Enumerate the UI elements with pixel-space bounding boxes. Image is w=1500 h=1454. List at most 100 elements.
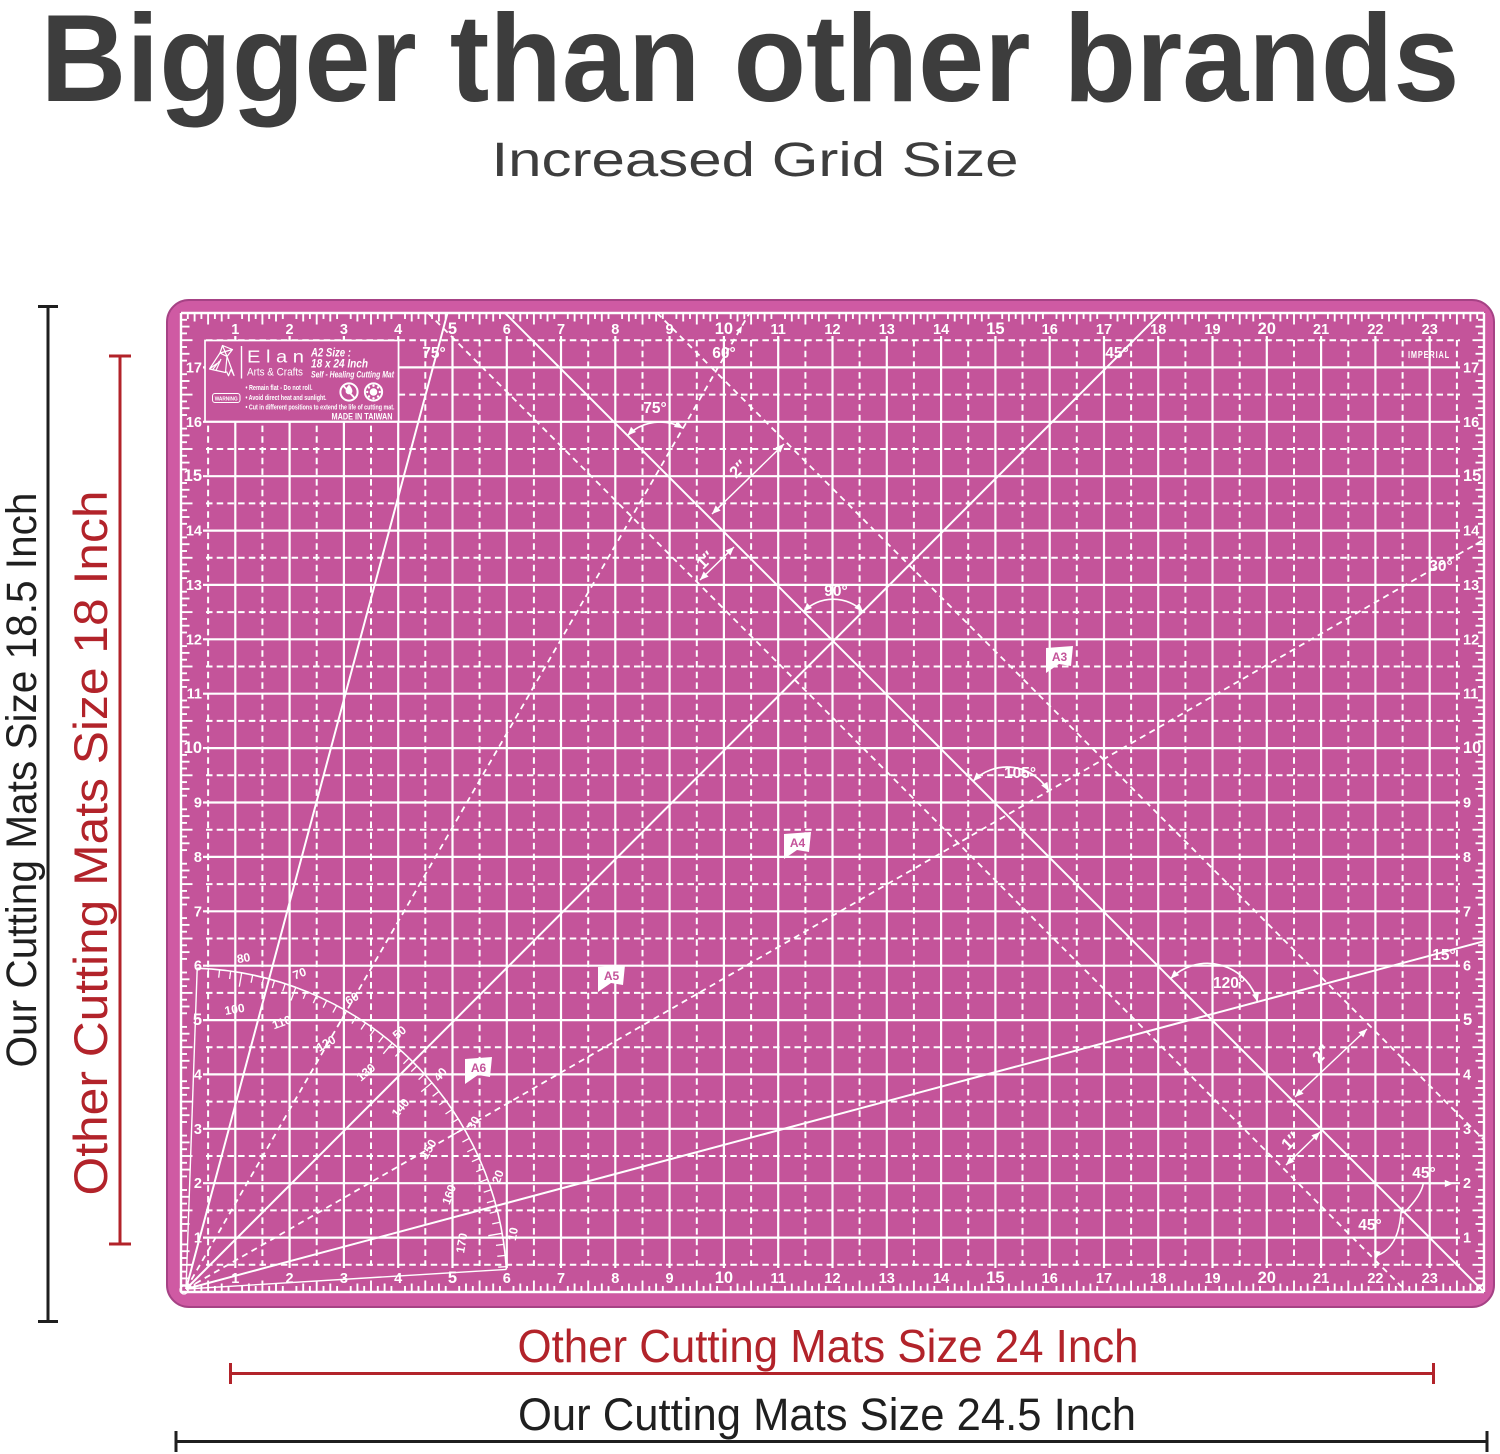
svg-text:A5: A5 xyxy=(604,969,620,983)
svg-text:9: 9 xyxy=(666,1271,674,1287)
svg-text:18 x 24 Inch: 18 x 24 Inch xyxy=(311,359,368,371)
svg-text:Self - Healing Cutting Mat: Self - Healing Cutting Mat xyxy=(311,370,395,381)
svg-text:4: 4 xyxy=(1463,1067,1471,1083)
svg-text:Arts & Crafts: Arts & Crafts xyxy=(247,367,303,379)
svg-text:7: 7 xyxy=(557,1271,565,1287)
svg-text:4: 4 xyxy=(394,1271,402,1287)
svg-text:11: 11 xyxy=(771,1271,786,1287)
svg-text:12: 12 xyxy=(824,322,840,338)
svg-text:2: 2 xyxy=(194,1176,202,1192)
svg-text:10: 10 xyxy=(184,739,202,757)
svg-text:3: 3 xyxy=(1463,1122,1471,1138)
svg-text:1: 1 xyxy=(231,322,239,338)
svg-text:30: 30 xyxy=(464,1113,483,1132)
svg-text:45°: 45° xyxy=(1358,1217,1381,1234)
svg-text:20: 20 xyxy=(1258,1269,1276,1287)
svg-text:17: 17 xyxy=(1096,1271,1112,1287)
svg-text:120°: 120° xyxy=(1213,975,1245,992)
svg-text:12: 12 xyxy=(186,632,202,648)
svg-text:16: 16 xyxy=(186,415,202,431)
svg-text:1: 1 xyxy=(1463,1231,1471,1247)
svg-text:15: 15 xyxy=(986,320,1004,338)
svg-text:A6: A6 xyxy=(471,1061,487,1075)
svg-text:3: 3 xyxy=(194,1122,202,1138)
svg-text:8: 8 xyxy=(611,322,619,338)
svg-text:2: 2 xyxy=(1463,1176,1471,1192)
svg-text:16: 16 xyxy=(1042,1271,1058,1287)
svg-text:60°: 60° xyxy=(712,345,735,362)
svg-text:75°: 75° xyxy=(643,400,666,417)
svg-text:6: 6 xyxy=(194,959,202,975)
svg-text:10: 10 xyxy=(715,1269,733,1287)
svg-text:5: 5 xyxy=(448,1269,457,1287)
svg-text:105°: 105° xyxy=(1004,765,1036,782)
svg-text:Increased Grid Size: Increased Grid Size xyxy=(492,134,1019,187)
svg-text:10: 10 xyxy=(505,1226,521,1242)
svg-text:21: 21 xyxy=(1313,1271,1329,1287)
svg-text:9: 9 xyxy=(666,322,674,338)
svg-text:6: 6 xyxy=(503,322,511,338)
svg-text:• Cut in different positions t: • Cut in different positions to extend t… xyxy=(246,402,395,411)
svg-text:A4: A4 xyxy=(790,836,806,850)
svg-text:• Remain flat - Do not roll.: • Remain flat - Do not roll. xyxy=(246,383,313,392)
svg-text:10: 10 xyxy=(1463,739,1481,757)
svg-text:E l a n: E l a n xyxy=(247,347,304,367)
svg-text:15: 15 xyxy=(986,1269,1004,1287)
svg-text:16: 16 xyxy=(1463,415,1479,431)
svg-text:70: 70 xyxy=(291,965,309,983)
svg-text:160: 160 xyxy=(439,1182,459,1206)
svg-text:17: 17 xyxy=(1096,322,1112,338)
svg-text:2: 2 xyxy=(286,1271,294,1287)
svg-text:Other Cutting Mats Size 18 Inc: Other Cutting Mats Size 18 Inch xyxy=(64,491,117,1196)
svg-text:IMPERIAL: IMPERIAL xyxy=(1408,349,1450,361)
svg-text:6: 6 xyxy=(1463,959,1471,975)
svg-text:11: 11 xyxy=(1463,687,1478,703)
svg-text:13: 13 xyxy=(1463,578,1479,594)
svg-text:13: 13 xyxy=(879,1271,895,1287)
svg-text:75°: 75° xyxy=(422,345,445,362)
svg-text:11: 11 xyxy=(187,687,202,703)
svg-text:170: 170 xyxy=(453,1232,470,1254)
svg-text:4: 4 xyxy=(194,1067,202,1083)
svg-text:Bigger than other brands: Bigger than other brands xyxy=(41,0,1460,128)
svg-text:100: 100 xyxy=(224,1001,246,1018)
svg-text:18: 18 xyxy=(1150,322,1166,338)
svg-text:6: 6 xyxy=(503,1271,511,1287)
svg-text:90°: 90° xyxy=(824,583,847,600)
svg-text:WARNING: WARNING xyxy=(215,396,238,402)
svg-text:21: 21 xyxy=(1313,322,1329,338)
svg-text:5: 5 xyxy=(193,1011,202,1029)
svg-text:7: 7 xyxy=(1463,904,1471,920)
svg-text:14: 14 xyxy=(933,1271,949,1287)
svg-text:3: 3 xyxy=(340,322,348,338)
svg-text:60: 60 xyxy=(343,989,362,1008)
svg-text:15: 15 xyxy=(184,467,202,485)
svg-text:4: 4 xyxy=(394,322,402,338)
svg-text:5: 5 xyxy=(1463,1011,1472,1029)
svg-text:23: 23 xyxy=(1422,322,1438,338)
svg-text:15: 15 xyxy=(1463,467,1481,485)
svg-text:12: 12 xyxy=(824,1271,840,1287)
svg-text:1: 1 xyxy=(194,1231,202,1247)
svg-text:Our Cutting Mats Size 24.5 Inc: Our Cutting Mats Size 24.5 Inch xyxy=(518,1389,1136,1440)
svg-text:A3: A3 xyxy=(1052,650,1068,664)
svg-text:14: 14 xyxy=(933,322,949,338)
svg-text:MADE IN TAIWAN: MADE IN TAIWAN xyxy=(332,412,393,422)
svg-text:30°: 30° xyxy=(1429,558,1452,575)
svg-text:18: 18 xyxy=(1150,1271,1166,1287)
svg-text:7: 7 xyxy=(194,904,202,920)
svg-text:22: 22 xyxy=(1367,322,1383,338)
svg-text:17: 17 xyxy=(1463,360,1479,376)
svg-text:16: 16 xyxy=(1042,322,1058,338)
svg-text:7: 7 xyxy=(557,322,565,338)
svg-text:14: 14 xyxy=(186,524,202,540)
svg-text:10: 10 xyxy=(715,320,733,338)
svg-text:20: 20 xyxy=(489,1168,507,1186)
svg-text:Other Cutting Mats Size 24 Inc: Other Cutting Mats Size 24 Inch xyxy=(518,1320,1139,1372)
svg-text:22: 22 xyxy=(1367,1271,1383,1287)
svg-text:8: 8 xyxy=(1463,850,1471,866)
svg-text:11: 11 xyxy=(771,322,786,338)
svg-text:13: 13 xyxy=(186,578,202,594)
svg-text:17: 17 xyxy=(186,360,202,376)
svg-text:5: 5 xyxy=(448,320,457,338)
